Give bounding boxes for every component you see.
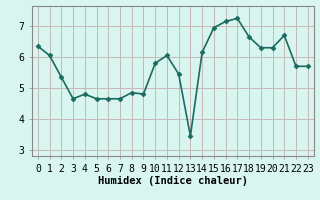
X-axis label: Humidex (Indice chaleur): Humidex (Indice chaleur) [98,176,248,186]
